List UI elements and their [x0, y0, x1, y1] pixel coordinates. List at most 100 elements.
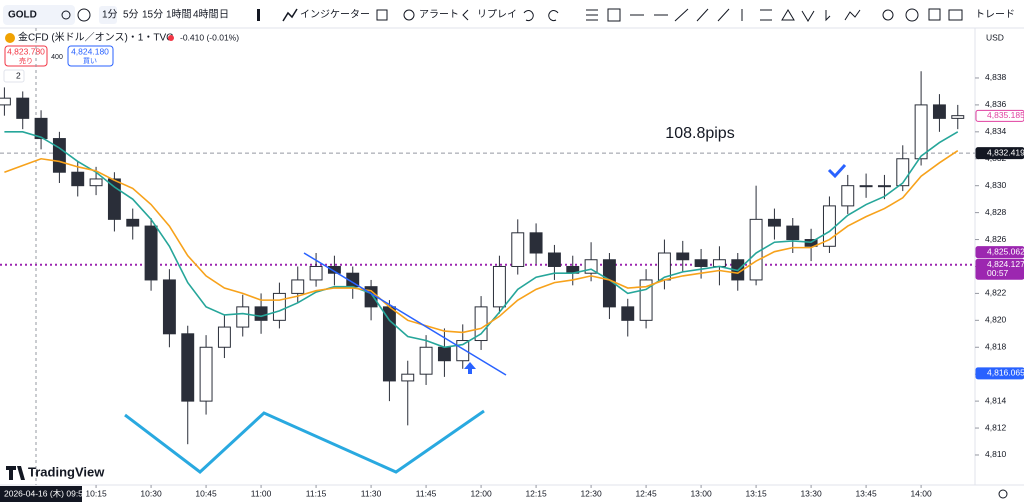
- x-tick-label: 10:30: [140, 488, 162, 498]
- price-tag: [975, 147, 1024, 160]
- candle-body: [841, 185, 855, 207]
- symbol-search[interactable]: [3, 5, 75, 25]
- buy-button[interactable]: [67, 45, 114, 67]
- compare-button[interactable]: [77, 8, 91, 22]
- candle-body: [16, 97, 30, 119]
- candle-body: [199, 346, 213, 402]
- x-tick-label: 12:45: [635, 488, 657, 498]
- price-tag-label: 4,816.065: [987, 368, 1024, 378]
- candle-body: [419, 346, 433, 375]
- buy-label[interactable]: 買い: [83, 57, 97, 65]
- y-tick-label: 4,830: [985, 180, 1007, 190]
- date-box: [0, 486, 82, 502]
- candle-body: [291, 279, 305, 294]
- panes-count[interactable]: 2: [16, 70, 21, 80]
- drawing-tools[interactable]: [586, 8, 963, 22]
- y-tick-label: 4,838: [985, 72, 1007, 82]
- x-tick-label: 12:30: [580, 488, 602, 498]
- x-tick-label: 14:00: [910, 488, 932, 498]
- replay-button[interactable]: リプレイ: [477, 9, 517, 21]
- y-tick-label: 4,820: [985, 315, 1007, 325]
- interval[interactable]: 15分: [142, 9, 163, 21]
- check-marker: [827, 163, 847, 179]
- candle-body: [694, 259, 708, 267]
- y-tick-label: 4,810: [985, 449, 1007, 459]
- price-tag: [975, 258, 1024, 280]
- candle-body: [767, 218, 781, 227]
- buy-price[interactable]: 4,824.180: [71, 46, 109, 56]
- interval[interactable]: 4時間: [193, 9, 219, 21]
- spread: 400: [51, 54, 63, 61]
- x-tick-label: 11:30: [361, 488, 382, 498]
- sell-price[interactable]: 4,823.780: [7, 46, 45, 56]
- replay-icon: [462, 9, 469, 21]
- status-dot: [168, 35, 174, 41]
- change: -0.410 (-0.01%): [180, 32, 239, 42]
- price-tag-label: 4,832.419: [987, 147, 1024, 157]
- candle-body: [547, 252, 561, 267]
- candle-body: [456, 340, 470, 362]
- candle-body: [401, 373, 415, 382]
- candle-body: [34, 117, 48, 140]
- x-tick-label: 13:15: [745, 488, 767, 498]
- symbol-logo: [5, 33, 15, 43]
- candle-body: [52, 138, 66, 173]
- interval[interactable]: 1分: [102, 9, 118, 21]
- candle-body: [236, 306, 250, 328]
- candle-body: [914, 104, 928, 160]
- layout-icon[interactable]: [376, 9, 388, 21]
- y-tick-label: 4,836: [985, 99, 1007, 109]
- symbol-icon: [61, 10, 71, 20]
- candle-body: [492, 265, 506, 308]
- redo[interactable]: [548, 10, 559, 22]
- alert-button[interactable]: アラート: [419, 9, 459, 21]
- candle-body: [951, 115, 965, 119]
- interval[interactable]: 日: [219, 10, 229, 21]
- price-tag-label: 4,835.185: [987, 110, 1024, 120]
- candle-body: [712, 259, 726, 267]
- candle-body: [272, 292, 286, 321]
- toolbar: [0, 0, 1024, 28]
- x-tick-label: 13:00: [690, 488, 712, 498]
- interval[interactable]: 5分: [123, 9, 139, 21]
- panes-toggle[interactable]: [3, 69, 25, 83]
- sell-label[interactable]: 売り: [19, 56, 33, 65]
- symbol[interactable]: GOLD: [8, 10, 37, 21]
- trade-button[interactable]: トレード: [975, 10, 1015, 21]
- x-tick-label: 10:15: [85, 488, 107, 498]
- interval[interactable]: 1時間: [166, 9, 192, 21]
- candle-body: [89, 178, 103, 187]
- candle-body: [437, 346, 451, 362]
- arrow-up-marker: [464, 362, 476, 374]
- plot-area: 4,8104,8124,8144,8164,8184,8204,8224,824…: [0, 71, 1007, 498]
- candle-body: [71, 171, 85, 187]
- candle-body: [327, 265, 341, 274]
- countdown: 00:57: [987, 268, 1009, 278]
- y-tick-label: 4,826: [985, 234, 1007, 244]
- candle-body: [162, 279, 176, 335]
- candle-body: [639, 279, 653, 321]
- x-tick-label: 11:45: [416, 488, 437, 498]
- settings-button[interactable]: [998, 489, 1008, 499]
- candle-body: [382, 306, 396, 382]
- alert-icon: [403, 9, 415, 21]
- indicator-icon: [282, 8, 298, 22]
- candle-body: [932, 104, 946, 119]
- chart-type-icon[interactable]: [257, 9, 260, 21]
- x-tick-label: 11:00: [251, 488, 272, 498]
- candle-body: [0, 97, 11, 106]
- y-tick-label: 4,814: [985, 395, 1007, 405]
- indicators-button[interactable]: インジケーター: [300, 9, 370, 21]
- x-tick-label: 10:45: [195, 488, 217, 498]
- x-tick-label: 11:15: [306, 488, 327, 498]
- candle-body: [254, 306, 268, 321]
- y-tick-label: 4,822: [985, 288, 1007, 298]
- candle-body: [126, 218, 140, 227]
- candle-body: [786, 225, 800, 241]
- moving-average: [4, 150, 959, 334]
- date-label: 2026-04-16 (木) 09:59: [4, 488, 88, 498]
- currency: USD: [986, 32, 1004, 42]
- undo[interactable]: [523, 10, 534, 22]
- x-tick-label: 13:45: [855, 488, 877, 498]
- price-tag-label: 4,824.127: [987, 259, 1024, 269]
